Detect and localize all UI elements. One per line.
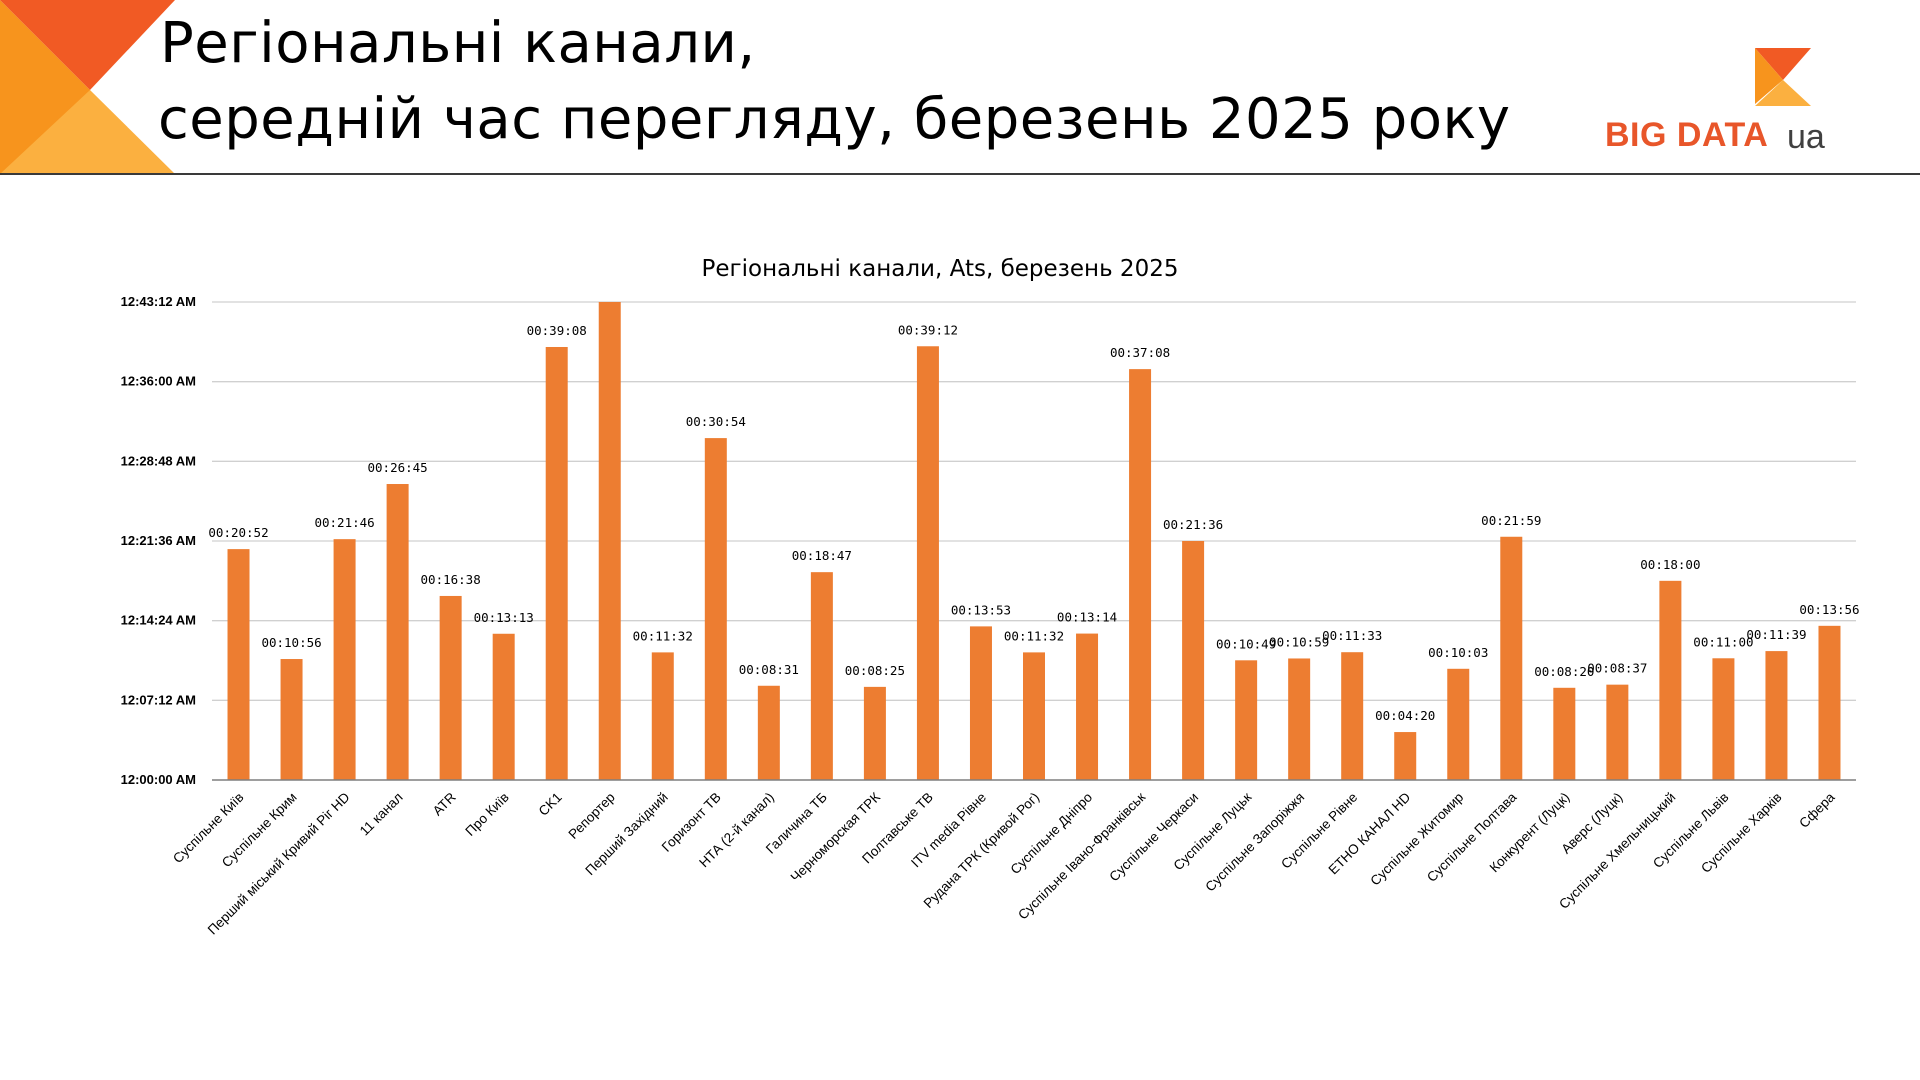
data-label: 00:18:00 xyxy=(1640,557,1700,572)
y-tick-label: 12:21:36 AM xyxy=(121,533,196,548)
bar xyxy=(545,346,568,780)
data-label: 00:08:31 xyxy=(739,662,799,677)
logo-text: BIG DATA xyxy=(1605,116,1769,154)
x-tick-label: Репортер xyxy=(566,790,618,842)
bar xyxy=(1765,651,1788,780)
data-label: 00:11:39 xyxy=(1746,627,1806,642)
x-tick-label: CK1 xyxy=(536,790,565,819)
y-tick-label: 12:07:12 AM xyxy=(121,692,196,707)
bar xyxy=(386,484,409,780)
x-tick-label: Сфера xyxy=(1796,789,1838,831)
data-label: 00:08:25 xyxy=(845,663,905,678)
bar xyxy=(810,572,833,780)
bar xyxy=(704,438,727,780)
bar xyxy=(1712,658,1735,780)
bars xyxy=(227,302,1841,780)
x-tick-label: Суспільне Полтава xyxy=(1424,789,1520,885)
x-tick-label: Суспільне Запоріжжя xyxy=(1202,790,1307,895)
data-label: 00:11:00 xyxy=(1693,634,1753,649)
bar xyxy=(651,652,674,780)
data-label: 00:08:37 xyxy=(1587,661,1647,676)
bar xyxy=(863,686,886,780)
y-axis-ticks: 12:00:00 AM 12:07:12 AM 12:14:24 AM 12:21:3… xyxy=(121,294,196,787)
bar xyxy=(1606,684,1629,780)
y-tick-label: 12:14:24 AM xyxy=(121,613,196,628)
data-label: 00:13:56 xyxy=(1799,602,1859,617)
bar xyxy=(1500,536,1523,780)
bar xyxy=(598,302,621,780)
data-label: 00:39:08 xyxy=(527,323,587,338)
big-data-logo: BIG DATA ua xyxy=(1605,48,1835,158)
y-tick-label: 12:00:00 AM xyxy=(121,772,196,787)
bar xyxy=(333,539,356,780)
data-label: 00:21:59 xyxy=(1481,513,1541,528)
slide-title-line-1: Регіональні канали, xyxy=(160,11,756,76)
bar xyxy=(1235,660,1258,780)
logo-mark-icon xyxy=(1755,48,1811,106)
chart-title: Регіональні канали, Ats, березень 2025 xyxy=(702,256,1179,282)
data-labels: 00:20:52 00:10:56 00:21:46 00:26:45 00:16:38… xyxy=(208,322,1859,723)
bar xyxy=(1553,687,1576,780)
data-label: 00:30:54 xyxy=(686,414,746,429)
data-label: 00:13:14 xyxy=(1057,610,1117,625)
data-label: 00:08:20 xyxy=(1534,664,1594,679)
y-tick-label: 12:28:48 AM xyxy=(121,453,196,468)
logo-suffix: ua xyxy=(1787,118,1825,156)
y-tick-label: 12:36:00 AM xyxy=(121,374,196,389)
bar xyxy=(916,346,939,780)
data-label: 00:21:36 xyxy=(1163,517,1223,532)
bar xyxy=(1023,652,1045,780)
corner-decoration xyxy=(0,0,175,174)
bar xyxy=(757,685,780,780)
bar xyxy=(1818,625,1841,780)
data-label: 00:10:03 xyxy=(1428,645,1488,660)
bar xyxy=(227,549,250,780)
x-tick-label: ATR xyxy=(430,789,459,818)
bar xyxy=(1076,633,1099,780)
y-tick-label: 12:43:12 AM xyxy=(121,294,196,309)
data-label: 00:13:13 xyxy=(474,610,534,625)
bar xyxy=(969,626,992,780)
bar xyxy=(1288,658,1311,780)
bar xyxy=(1129,369,1152,780)
data-label: 00:11:33 xyxy=(1322,628,1382,643)
data-label: 00:18:47 xyxy=(792,548,852,563)
bar xyxy=(1341,652,1364,780)
gridlines xyxy=(212,301,1856,701)
data-label: 00:10:56 xyxy=(261,635,321,650)
x-tick-label: Суспільне Черкаси xyxy=(1106,790,1201,885)
data-label: 00:37:08 xyxy=(1110,345,1170,360)
data-label: 00:10:59 xyxy=(1269,634,1329,649)
x-tick-label: Черноморская ТРК xyxy=(788,789,883,884)
x-tick-label: 11 канал xyxy=(357,790,406,839)
data-label: 00:11:32 xyxy=(1004,628,1064,643)
data-label: 00:10:49 xyxy=(1216,636,1276,651)
data-label: 00:39:12 xyxy=(898,322,958,337)
bar xyxy=(1659,580,1682,780)
slide-title: Регіональні канали, середній час перегля… xyxy=(158,6,1511,158)
bar xyxy=(439,595,462,780)
bar xyxy=(1447,668,1470,780)
bar xyxy=(492,633,515,780)
header-divider xyxy=(0,173,1920,175)
x-tick-label: Про Київ xyxy=(462,790,511,839)
data-label: 00:11:32 xyxy=(633,628,693,643)
data-label: 00:26:45 xyxy=(368,460,428,475)
x-tick-label: Суспільне Житомир xyxy=(1367,790,1466,889)
data-label: 00:16:38 xyxy=(421,572,481,587)
bar xyxy=(280,659,303,780)
data-label: 00:13:53 xyxy=(951,602,1011,617)
bar xyxy=(1394,732,1417,780)
corner-shape-mid xyxy=(0,0,90,174)
bar xyxy=(1182,541,1205,780)
corner-shape-dark xyxy=(0,0,175,90)
data-label: 00:20:52 xyxy=(208,525,268,540)
data-label: 00:04:20 xyxy=(1375,708,1435,723)
slide-title-line-2: середній час перегляду, березень 2025 ро… xyxy=(158,87,1511,152)
data-label: 00:21:46 xyxy=(314,515,374,530)
